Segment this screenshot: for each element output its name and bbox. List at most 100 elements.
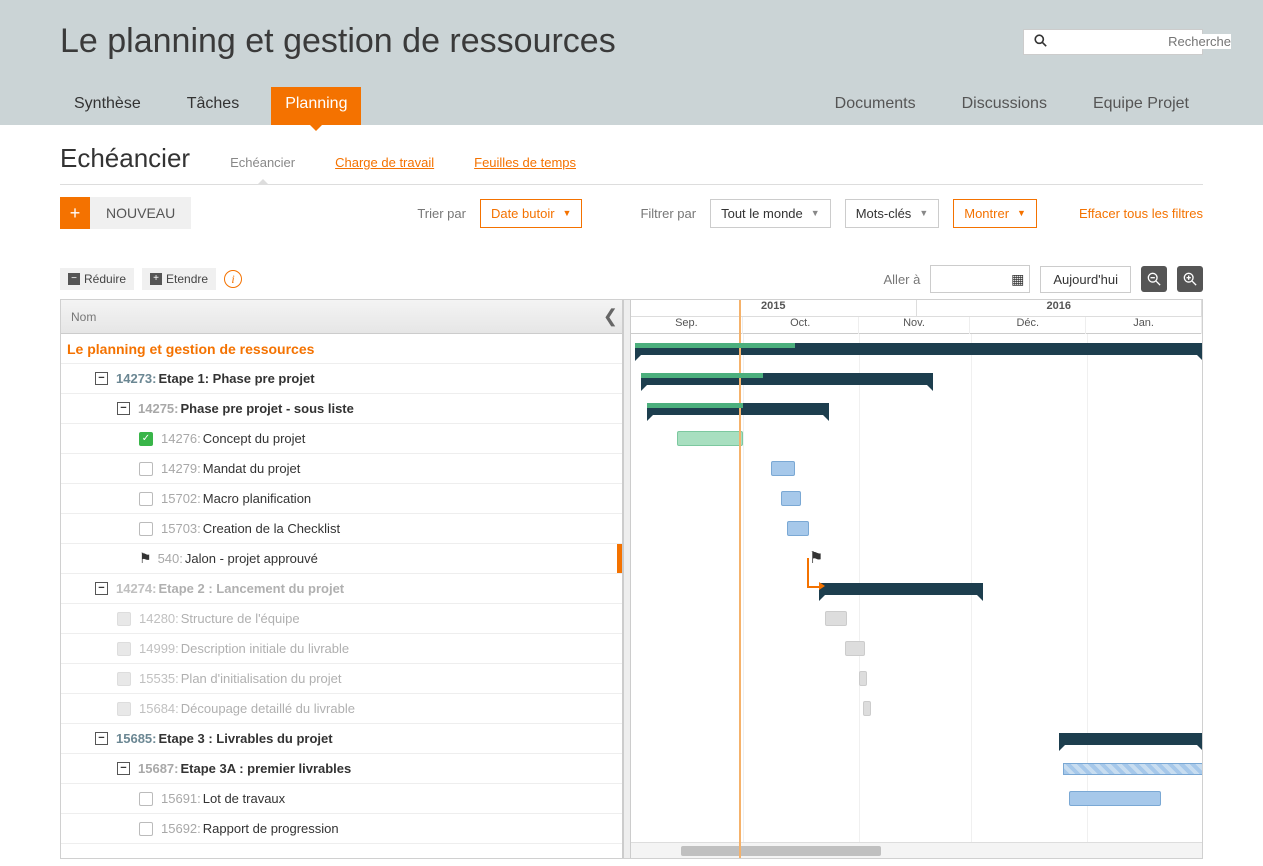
task-row[interactable]: ⚑540: Jalon - projet approuvé: [61, 544, 622, 574]
zoom-in-button[interactable]: [1177, 266, 1203, 292]
collapse-button[interactable]: − Réduire: [60, 268, 134, 290]
show-select[interactable]: Montrer ▼: [953, 199, 1037, 228]
toggle-icon[interactable]: −: [95, 582, 108, 595]
task-bar[interactable]: [825, 611, 847, 626]
task-row[interactable]: 15702: Macro planification: [61, 484, 622, 514]
task-row[interactable]: 15703: Creation de la Checklist: [61, 514, 622, 544]
task-id: 15691:: [161, 791, 201, 806]
checkbox[interactable]: [139, 462, 153, 476]
task-bar[interactable]: [1063, 763, 1202, 775]
task-row[interactable]: 14999: Description initiale du livrable: [61, 634, 622, 664]
info-icon[interactable]: i: [224, 270, 242, 288]
task-bar[interactable]: [677, 431, 743, 446]
task-bar[interactable]: [1069, 791, 1161, 806]
sort-label: Trier par: [417, 206, 466, 221]
task-name: Etape 3 : Livrables du projet: [158, 731, 332, 746]
task-bar[interactable]: [781, 491, 801, 506]
tab-discussions[interactable]: Discussions: [948, 87, 1061, 125]
task-name: Jalon - projet approuvé: [185, 551, 318, 566]
subtab-charge-de-travail[interactable]: Charge de travail: [335, 155, 434, 178]
subtab-feuilles-de-temps[interactable]: Feuilles de temps: [474, 155, 576, 178]
keywords-select[interactable]: Mots-clés ▼: [845, 199, 940, 228]
task-row[interactable]: ✓14276: Concept du projet: [61, 424, 622, 454]
keywords-value: Mots-clés: [856, 206, 912, 221]
month-label: Sep.: [631, 317, 743, 334]
checkbox[interactable]: [139, 522, 153, 536]
collapse-panel-icon[interactable]: ❮: [603, 306, 618, 327]
caret-down-icon: ▼: [811, 208, 820, 218]
clear-filters-link[interactable]: Effacer tous les filtres: [1079, 206, 1203, 221]
task-bar[interactable]: [845, 641, 865, 656]
tab-documents[interactable]: Documents: [821, 87, 930, 125]
checkbox[interactable]: [139, 822, 153, 836]
task-row[interactable]: −15687: Etape 3A : premier livrables: [61, 754, 622, 784]
expand-button[interactable]: + Etendre: [142, 268, 216, 290]
progress-bar: [647, 403, 743, 408]
goto-date-input[interactable]: ▦: [930, 265, 1030, 293]
gantt-row: [631, 604, 1202, 634]
page-title: Le planning et gestion de ressources: [60, 22, 616, 61]
checkbox[interactable]: [117, 672, 131, 686]
tab-planning[interactable]: Planning: [271, 87, 361, 125]
task-id: 14275:: [138, 401, 178, 416]
task-bar[interactable]: [771, 461, 795, 476]
scrollbar-thumb[interactable]: [681, 846, 881, 856]
month-label: Oct.: [743, 317, 859, 334]
task-bar[interactable]: [859, 671, 867, 686]
plus-icon: +: [60, 197, 90, 229]
task-row[interactable]: 15692: Rapport de progression: [61, 814, 622, 844]
gantt-row: [631, 364, 1202, 394]
task-row[interactable]: 14279: Mandat du projet: [61, 454, 622, 484]
task-bar[interactable]: [863, 701, 871, 716]
toggle-icon[interactable]: −: [117, 402, 130, 415]
gantt-row: [631, 514, 1202, 544]
checkbox[interactable]: ✓: [139, 432, 153, 446]
panel-resizer[interactable]: [623, 300, 631, 858]
search-input[interactable]: [1055, 34, 1231, 49]
task-row[interactable]: 15691: Lot de travaux: [61, 784, 622, 814]
checkbox[interactable]: [139, 492, 153, 506]
task-row[interactable]: −14274: Etape 2 : Lancement du projet: [61, 574, 622, 604]
caret-down-icon: ▼: [1017, 208, 1026, 218]
task-id: 15692:: [161, 821, 201, 836]
filter-label: Filtrer par: [640, 206, 696, 221]
expand-label: Etendre: [166, 272, 208, 286]
subtab-echéancier[interactable]: Echéancier: [230, 155, 295, 178]
task-name: Le planning et gestion de ressources: [67, 341, 314, 357]
task-row[interactable]: −14275: Phase pre projet - sous liste: [61, 394, 622, 424]
gantt-row: ⚑: [631, 544, 1202, 574]
task-id: 14276:: [161, 431, 201, 446]
task-id: 15687:: [138, 761, 178, 776]
summary-bar[interactable]: [1059, 733, 1202, 745]
task-row[interactable]: 15535: Plan d'initialisation du projet: [61, 664, 622, 694]
checkbox[interactable]: [117, 702, 131, 716]
checkbox[interactable]: [117, 642, 131, 656]
search-box[interactable]: [1023, 29, 1203, 55]
task-row[interactable]: 15684: Découpage detaillé du livrable: [61, 694, 622, 724]
task-row[interactable]: −15685: Etape 3 : Livrables du projet: [61, 724, 622, 754]
task-name: Phase pre projet - sous liste: [180, 401, 353, 416]
tab-synthèse[interactable]: Synthèse: [60, 87, 155, 125]
sort-select[interactable]: Date butoir ▼: [480, 199, 583, 228]
task-row[interactable]: 14280: Structure de l'équipe: [61, 604, 622, 634]
checkbox[interactable]: [139, 792, 153, 806]
sort-value: Date butoir: [491, 206, 555, 221]
task-bar[interactable]: [787, 521, 809, 536]
task-row[interactable]: Le planning et gestion de ressources: [61, 334, 622, 364]
filter-select[interactable]: Tout le monde ▼: [710, 199, 831, 228]
zoom-out-button[interactable]: [1141, 266, 1167, 292]
toggle-icon[interactable]: −: [95, 732, 108, 745]
gantt-row: [631, 394, 1202, 424]
summary-bar[interactable]: [819, 583, 983, 595]
tab-tâches[interactable]: Tâches: [173, 87, 253, 125]
task-name: Structure de l'équipe: [181, 611, 300, 626]
task-row[interactable]: −14273: Etape 1: Phase pre projet: [61, 364, 622, 394]
today-button[interactable]: Aujourd'hui: [1040, 266, 1131, 293]
checkbox[interactable]: [117, 612, 131, 626]
tab-equipe-projet[interactable]: Equipe Projet: [1079, 87, 1203, 125]
new-button[interactable]: + NOUVEAU: [60, 197, 191, 229]
horizontal-scrollbar[interactable]: [631, 842, 1202, 858]
toggle-icon[interactable]: −: [95, 372, 108, 385]
toggle-icon[interactable]: −: [117, 762, 130, 775]
collapse-label: Réduire: [84, 272, 126, 286]
